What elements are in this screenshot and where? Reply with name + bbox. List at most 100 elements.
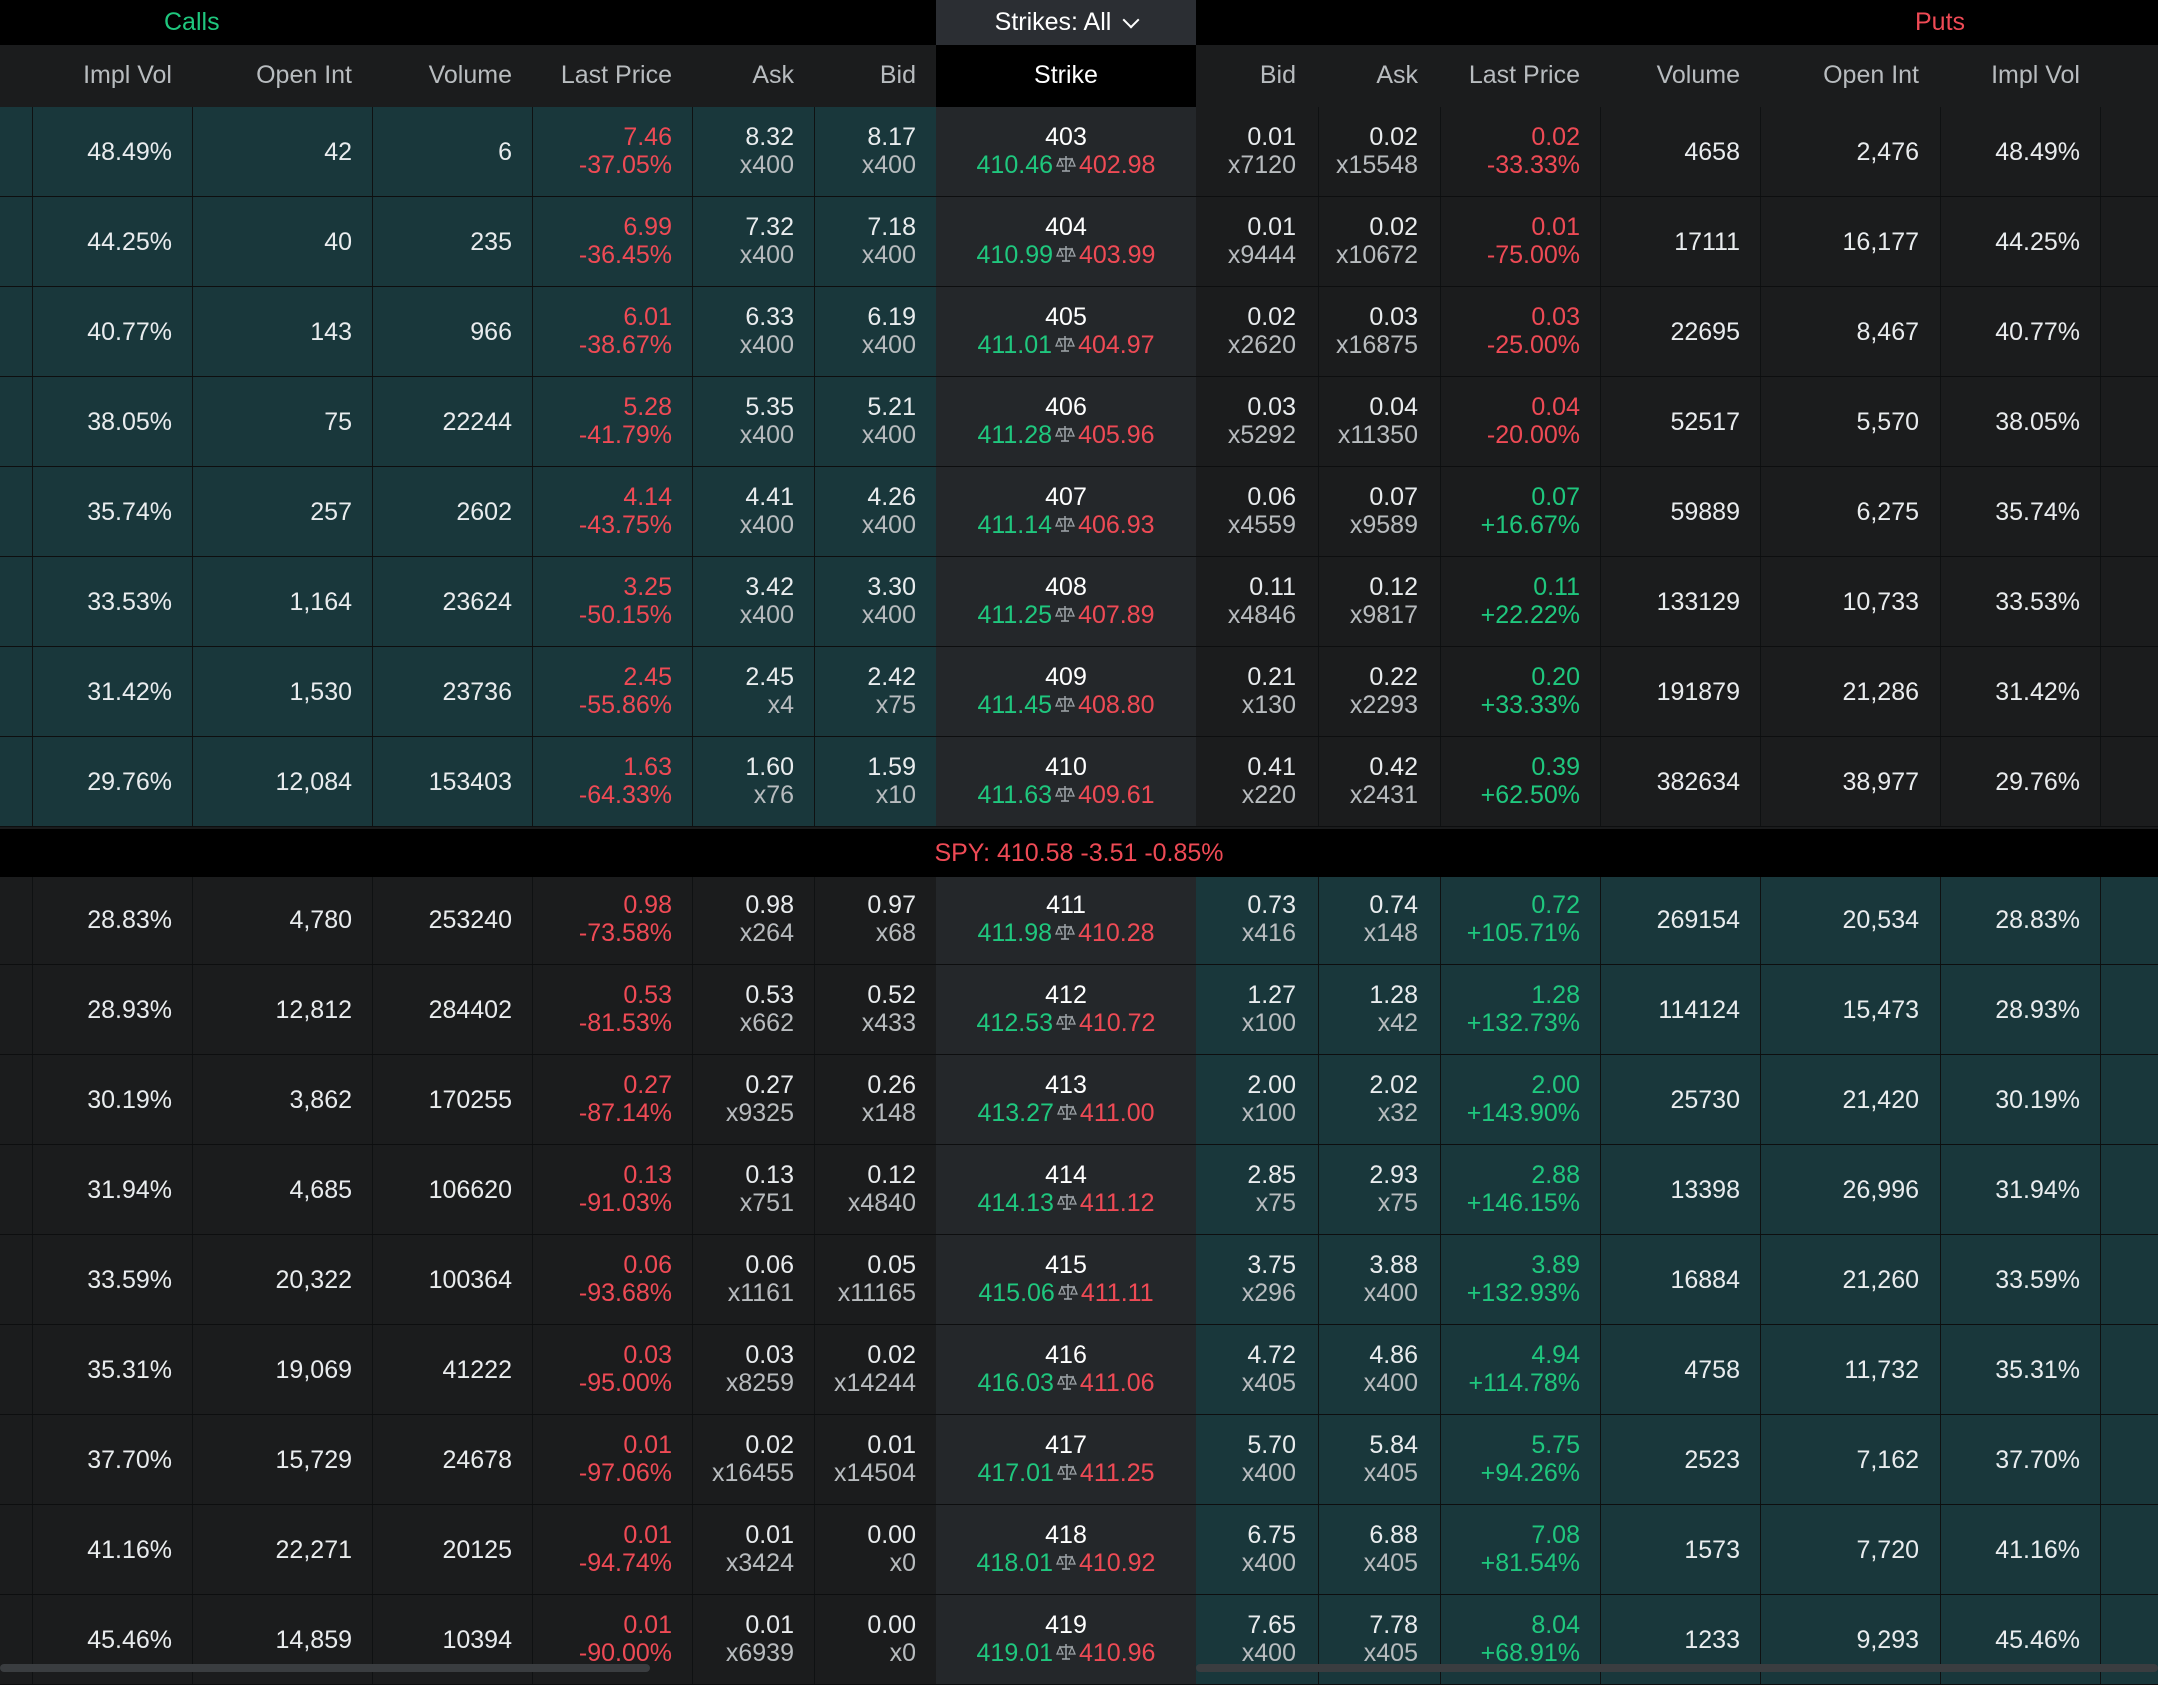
put-ask-cell[interactable]: 0.12 x9817	[1350, 573, 1418, 629]
call-bid-cell[interactable]: 0.05 x11165	[838, 1251, 916, 1307]
put-ask-cell[interactable]: 0.07 x9589	[1350, 483, 1418, 539]
calls-horizontal-scrollbar[interactable]	[0, 1664, 650, 1672]
table-row[interactable]: 33.59% 20,322 100364 0.06 -93.68% 0.06 x1161 0.…	[0, 1235, 2158, 1325]
table-row[interactable]: 30.19% 3,862 170255 0.27 -87.14% 0.27 x9325 0.2…	[0, 1055, 2158, 1145]
put-ask-cell[interactable]: 0.42 x2431	[1350, 753, 1418, 809]
table-row[interactable]: 41.16% 22,271 20125 0.01 -94.74% 0.01 x3424 0.0…	[0, 1505, 2158, 1595]
put-ask-cell[interactable]: 2.02 x32	[1369, 1071, 1418, 1127]
put-ask-cell[interactable]: 0.22 x2293	[1350, 663, 1418, 719]
call-bid-cell[interactable]: 0.12 x4840	[848, 1161, 916, 1217]
call-bid-cell[interactable]: 7.18 x400	[862, 213, 916, 269]
call-bid-cell[interactable]: 0.00 x0	[867, 1611, 916, 1667]
strike-column-header[interactable]: Strike	[1034, 61, 1098, 89]
call-bid-cell[interactable]: 0.00 x0	[867, 1521, 916, 1577]
call-ask-cell[interactable]: 0.53 x662	[740, 981, 794, 1037]
table-row[interactable]: 31.42% 1,530 23736 2.45 -55.86% 2.45 x4 2.42 x75…	[0, 647, 2158, 737]
put-ask-cell[interactable]: 0.04 x11350	[1338, 393, 1418, 449]
put-ask-cell[interactable]: 4.86 x400	[1364, 1341, 1418, 1397]
put-bid-cell[interactable]: 1.27 x100	[1242, 981, 1296, 1037]
put-ask-cell[interactable]: 7.78 x405	[1364, 1611, 1418, 1667]
put-bid-cell[interactable]: 0.73 x416	[1242, 891, 1296, 947]
puts-horizontal-scrollbar[interactable]	[1196, 1664, 2158, 1672]
table-row[interactable]: 37.70% 15,729 24678 0.01 -97.06% 0.02 x16455 0.…	[0, 1415, 2158, 1505]
puts-col-header-last-price[interactable]: Last Price	[1468, 61, 1580, 89]
table-row[interactable]: 28.83% 4,780 253240 0.98 -73.58% 0.98 x264 0.97…	[0, 875, 2158, 965]
table-row[interactable]: 38.05% 75 22244 5.28 -41.79% 5.35 x400 5.21 x400…	[0, 377, 2158, 467]
call-ask-cell[interactable]: 0.13 x751	[740, 1161, 794, 1217]
put-ask-cell[interactable]: 5.84 x405	[1364, 1431, 1418, 1487]
call-bid-cell[interactable]: 2.42 x75	[867, 663, 916, 719]
call-bid-cell[interactable]: 5.21 x400	[862, 393, 916, 449]
table-row[interactable]: 35.31% 19,069 41222 0.03 -95.00% 0.03 x8259 0.0…	[0, 1325, 2158, 1415]
put-bid-cell[interactable]: 0.06 x4559	[1228, 483, 1296, 539]
put-ask-cell[interactable]: 1.28 x42	[1369, 981, 1418, 1037]
table-row[interactable]: 35.74% 257 2602 4.14 -43.75% 4.41 x400 4.26 x400…	[0, 467, 2158, 557]
call-ask-cell[interactable]: 3.42 x400	[740, 573, 794, 629]
call-ask-cell[interactable]: 0.27 x9325	[726, 1071, 794, 1127]
table-row[interactable]: 48.49% 42 6 7.46 -37.05% 8.32 x400 8.17 x400 403 4…	[0, 107, 2158, 197]
put-ask-cell[interactable]: 3.88 x400	[1364, 1251, 1418, 1307]
call-ask-cell[interactable]: 0.01 x6939	[726, 1611, 794, 1667]
call-ask-cell[interactable]: 0.98 x264	[740, 891, 794, 947]
call-bid-cell[interactable]: 0.97 x68	[867, 891, 916, 947]
put-bid-cell[interactable]: 2.85 x75	[1247, 1161, 1296, 1217]
call-bid-cell[interactable]: 0.02 x14244	[834, 1341, 916, 1397]
puts-col-header-volume[interactable]: Volume	[1656, 61, 1740, 89]
put-ask-cell[interactable]: 0.74 x148	[1364, 891, 1418, 947]
calls-col-header-bid[interactable]: Bid	[879, 61, 916, 89]
table-row[interactable]: 28.93% 12,812 284402 0.53 -81.53% 0.53 x662 0.5…	[0, 965, 2158, 1055]
table-row[interactable]: 40.77% 143 966 6.01 -38.67% 6.33 x400 6.19 x400 4…	[0, 287, 2158, 377]
call-bid-cell[interactable]: 0.01 x14504	[834, 1431, 916, 1487]
put-bid-cell[interactable]: 0.21 x130	[1242, 663, 1296, 719]
calls-col-header-ask[interactable]: Ask	[752, 61, 794, 89]
put-bid-cell[interactable]: 3.75 x296	[1242, 1251, 1296, 1307]
call-bid-cell[interactable]: 0.26 x148	[862, 1071, 916, 1127]
strikes-filter-dropdown[interactable]: Strikes: All	[936, 0, 1196, 45]
put-bid-cell[interactable]: 0.02 x2620	[1228, 303, 1296, 359]
call-ask-cell[interactable]: 0.03 x8259	[726, 1341, 794, 1397]
call-bid-cell[interactable]: 6.19 x400	[862, 303, 916, 359]
call-bid-cell[interactable]: 4.26 x400	[862, 483, 916, 539]
table-row[interactable]: 31.94% 4,685 106620 0.13 -91.03% 0.13 x751 0.12…	[0, 1145, 2158, 1235]
call-ask-cell[interactable]: 0.06 x1161	[728, 1251, 794, 1307]
calls-col-header-last-price[interactable]: Last Price	[560, 61, 672, 89]
call-bid-cell[interactable]: 0.52 x433	[862, 981, 916, 1037]
put-ask-cell[interactable]: 6.88 x405	[1364, 1521, 1418, 1577]
table-row[interactable]: 44.25% 40 235 6.99 -36.45% 7.32 x400 7.18 x400 40…	[0, 197, 2158, 287]
call-ask-cell[interactable]: 1.60 x76	[745, 753, 794, 809]
puts-col-header-ask[interactable]: Ask	[1376, 61, 1418, 89]
call-ask-cell[interactable]: 8.32 x400	[740, 123, 794, 179]
puts-col-header-open-int[interactable]: Open Int	[1823, 61, 1919, 89]
put-ask-cell[interactable]: 0.02 x15548	[1336, 123, 1418, 179]
table-row[interactable]: 33.53% 1,164 23624 3.25 -50.15% 3.42 x400 3.30 x…	[0, 557, 2158, 647]
calls-col-header-impl-vol[interactable]: Impl Vol	[83, 61, 172, 89]
call-ask-cell[interactable]: 7.32 x400	[740, 213, 794, 269]
put-ask-cell[interactable]: 0.02 x10672	[1336, 213, 1418, 269]
put-ask-cell[interactable]: 0.03 x16875	[1336, 303, 1418, 359]
call-bid-cell[interactable]: 1.59 x10	[867, 753, 916, 809]
call-ask-cell[interactable]: 2.45 x4	[745, 663, 794, 719]
put-bid-cell[interactable]: 0.01 x7120	[1228, 123, 1296, 179]
calls-col-header-open-int[interactable]: Open Int	[256, 61, 352, 89]
put-bid-cell[interactable]: 5.70 x400	[1242, 1431, 1296, 1487]
calls-col-header-volume[interactable]: Volume	[428, 61, 512, 89]
put-bid-cell[interactable]: 2.00 x100	[1242, 1071, 1296, 1127]
table-row[interactable]: 29.76% 12,084 153403 1.63 -64.33% 1.60 x76 1.59…	[0, 737, 2158, 827]
put-bid-cell[interactable]: 6.75 x400	[1242, 1521, 1296, 1577]
call-ask-cell[interactable]: 0.02 x16455	[712, 1431, 794, 1487]
put-ask-cell[interactable]: 2.93 x75	[1369, 1161, 1418, 1217]
puts-col-header-impl-vol[interactable]: Impl Vol	[1991, 61, 2080, 89]
call-ask-cell[interactable]: 6.33 x400	[740, 303, 794, 359]
call-bid-cell[interactable]: 3.30 x400	[862, 573, 916, 629]
put-bid-cell[interactable]: 0.11 x4846	[1228, 573, 1296, 629]
put-bid-cell[interactable]: 4.72 x405	[1242, 1341, 1296, 1397]
puts-col-header-bid[interactable]: Bid	[1259, 61, 1296, 89]
call-ask-cell[interactable]: 4.41 x400	[740, 483, 794, 539]
put-bid-cell[interactable]: 0.01 x9444	[1228, 213, 1296, 269]
put-bid-cell[interactable]: 0.03 x5292	[1228, 393, 1296, 449]
call-bid-cell[interactable]: 8.17 x400	[862, 123, 916, 179]
put-bid-cell[interactable]: 0.41 x220	[1242, 753, 1296, 809]
call-ask-cell[interactable]: 0.01 x3424	[726, 1521, 794, 1577]
put-bid-cell[interactable]: 7.65 x400	[1242, 1611, 1296, 1667]
call-ask-cell[interactable]: 5.35 x400	[740, 393, 794, 449]
